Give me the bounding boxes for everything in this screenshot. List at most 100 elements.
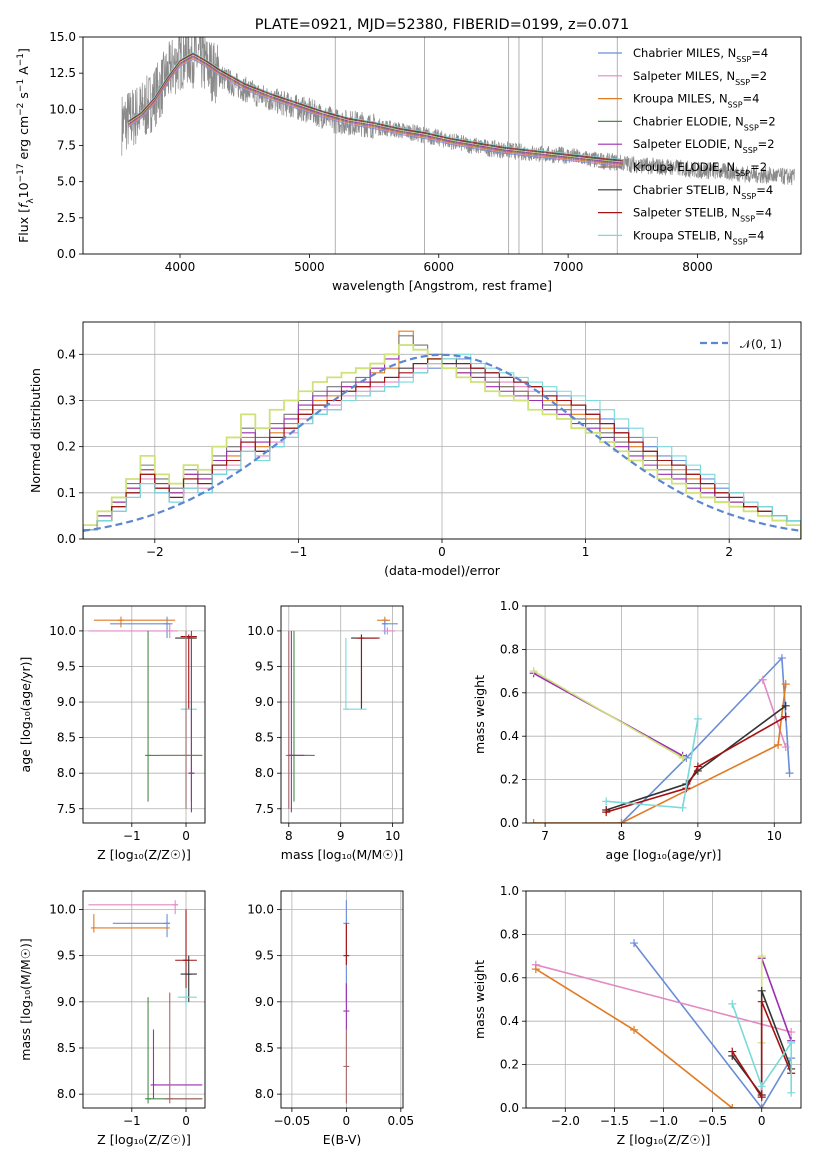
legend-entry: Kroupa ELODIE, NSSP=2 — [633, 160, 767, 178]
y-tick-label: 9.0 — [255, 695, 274, 709]
x-tick-label: 0 — [758, 1114, 766, 1128]
y-axis-label: mass weight — [472, 675, 487, 754]
panel-spectrum: 4000 5000 6000 7000 8000 0.0 2.5 5.0 7.5 10.0 12.5… — [16, 17, 802, 293]
error-point — [381, 620, 398, 635]
y-tick-label: 0.2 — [500, 773, 519, 787]
x-axis-label: Z [log₁₀(Z/Z☉)] — [97, 847, 191, 862]
weight-marker — [728, 999, 737, 1008]
weight-line — [605, 705, 787, 811]
axes-frame — [82, 321, 802, 540]
x-axis-label: E(B-V) — [323, 1132, 362, 1147]
weight-marker — [693, 762, 702, 771]
x-tick-label: −2 — [146, 545, 164, 559]
y-tick-label: 1.0 — [500, 599, 519, 613]
legend-entry: 𝒩(0, 1) — [740, 337, 782, 351]
x-tick-label: −2.0 — [551, 1114, 580, 1128]
plot-area — [121, 37, 795, 254]
error-point — [377, 616, 391, 624]
panel-age_vs_z: −1 0 7.5 8.0 8.5 9.0 9.5 10.0 Z [log₁₀(Z/Z☉)] age… — [18, 605, 206, 862]
error-point — [351, 634, 378, 710]
y-tick-label: 0.1 — [57, 486, 76, 500]
weight-line — [731, 1003, 792, 1093]
model-line-1 — [128, 57, 623, 166]
error-point — [112, 914, 171, 938]
y-tick-label: 0.2 — [500, 1058, 519, 1072]
y-tick-label: 15.0 — [49, 30, 76, 44]
panel-weight_vs_z: −2.0 −1.5 −1.0 −0.5 0 0.0 0.2 0.4 0.6 0.8 1.0 Z [lo… — [472, 884, 802, 1147]
weight-line — [535, 964, 792, 1033]
y-tick-label: 9.5 — [57, 659, 76, 673]
plot-area — [83, 330, 801, 539]
y-tick-label: 10.0 — [49, 902, 76, 916]
error-point — [93, 616, 176, 628]
weight-marker — [757, 1082, 766, 1091]
weight-marker — [728, 1104, 737, 1108]
x-tick-label: −0.5 — [698, 1114, 727, 1128]
y-tick-label: 0.0 — [500, 816, 519, 830]
legend-entry: Chabrier MILES, NSSP=4 — [633, 46, 768, 64]
y-tick-label: 9.0 — [57, 995, 76, 1009]
y-tick-label: 9.5 — [255, 659, 274, 673]
weight-marker — [758, 675, 767, 684]
model-line-0 — [128, 58, 623, 167]
weight-marker — [602, 797, 611, 806]
model-line-3 — [128, 56, 623, 165]
x-tick-label: 8000 — [682, 260, 713, 274]
weight-marker — [785, 769, 794, 778]
y-tick-label: 0.4 — [500, 1014, 519, 1028]
y-axis-label: age [log₁₀(age/yr)] — [18, 657, 33, 773]
weight-marker — [781, 680, 790, 689]
legend-entry: Salpeter ELODIE, NSSP=2 — [633, 137, 775, 155]
y-tick-label: 5.0 — [57, 175, 76, 189]
x-tick-label: 0 — [343, 1114, 351, 1128]
x-tick-label: 1 — [582, 545, 590, 559]
model-line-8 — [128, 51, 623, 160]
x-tick-label: 4000 — [165, 260, 196, 274]
error-point — [158, 630, 203, 809]
x-tick-label: 0 — [182, 829, 190, 843]
weight-marker — [781, 743, 790, 752]
weight-marker — [529, 667, 538, 676]
x-tick-label: 7 — [541, 829, 549, 843]
weight-marker — [757, 952, 766, 961]
error-point — [343, 983, 350, 1030]
plot-area — [531, 939, 796, 1108]
plot-area — [285, 616, 398, 813]
chart-title: PLATE=0921, MJD=52380, FIBERID=0199, z=0… — [255, 17, 629, 33]
weight-marker — [728, 1047, 737, 1056]
y-tick-label: 9.5 — [255, 949, 274, 963]
y-axis-label: Normed distribution — [28, 368, 43, 493]
error-point — [343, 1029, 350, 1104]
error-point — [180, 955, 197, 1002]
weight-line — [731, 1001, 792, 1100]
x-tick-label: 9 — [337, 829, 345, 843]
panel-age_vs_mass: 8 9 10 7.5 8.0 8.5 9.0 9.5 10.0 mass [log₁₀(M/M☉)… — [247, 605, 404, 862]
y-tick-label: 8.5 — [57, 1041, 76, 1055]
y-axis-label: mass [log₁₀(M/M☉)] — [18, 938, 33, 1060]
error-point — [288, 630, 305, 813]
x-tick-label: 6000 — [423, 260, 454, 274]
axes-frame — [525, 605, 802, 824]
y-tick-label: 10.0 — [247, 624, 274, 638]
weight-marker — [617, 819, 626, 823]
weight-marker — [787, 1038, 796, 1047]
y-tick-label: 2.5 — [57, 211, 76, 225]
panel-mass_vs_ebv: −0.05 0 0.05 8.0 8.5 9.0 9.5 10.0 E(B-V) — [247, 890, 414, 1147]
panel-histogram: −2 −1 0 1 2 0.0 0.1 0.2 0.3 0.4 (data-model)/error… — [28, 321, 802, 578]
y-tick-label: 0.4 — [57, 347, 76, 361]
legend-entry: Kroupa MILES, NSSP=4 — [633, 92, 759, 110]
y-tick-label: 0.2 — [57, 440, 76, 454]
weight-line — [760, 958, 792, 1041]
error-point — [288, 630, 315, 802]
plot-area — [88, 616, 203, 813]
weight-line — [605, 716, 787, 813]
error-point — [180, 634, 197, 710]
error-point — [177, 987, 197, 1007]
weight-line — [533, 684, 787, 823]
hist-step-8 — [83, 353, 801, 539]
axes-frame — [280, 890, 404, 1109]
x-tick-label: 8 — [618, 829, 626, 843]
panel-mass_vs_z: −1 0 8.0 8.5 9.0 9.5 10.0 Z [log₁₀(Z/Z☉)] mass [… — [18, 890, 206, 1147]
error-point — [150, 1029, 203, 1099]
